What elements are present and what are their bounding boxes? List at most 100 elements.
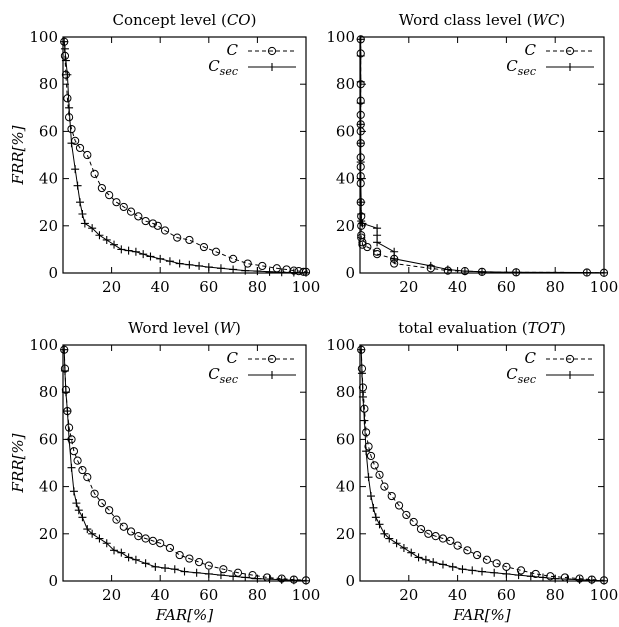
chart-panel-1: 0 20 40 60 80 100 20 40 60 80 100 Concept level (CO…: [9, 11, 320, 296]
legend-marker-c: [565, 46, 575, 56]
series-line: [63, 41, 307, 274]
data-point-circle: [263, 573, 272, 582]
data-point-plus: [131, 555, 140, 564]
chart-title-var: WC: [532, 11, 559, 29]
data-point-plus: [65, 435, 74, 444]
data-point-circle: [380, 482, 389, 491]
data-point-plus: [180, 567, 189, 576]
data-point-circle: [160, 226, 170, 235]
series-line: [63, 41, 306, 273]
legend-label-c-sec-sub: sec: [220, 373, 238, 386]
x-tick-label: 20: [102, 278, 121, 296]
legend-marker-c-sec: [268, 63, 276, 71]
data-point-circle: [482, 555, 491, 564]
data-point-circle: [560, 573, 570, 582]
data-point-circle: [153, 221, 162, 230]
data-point-circle: [375, 470, 384, 479]
y-tick-label: 100: [29, 336, 58, 354]
y-tick-label: 40: [336, 170, 355, 188]
y-tick-label: 60: [39, 122, 58, 140]
x-tick-label: 80: [546, 278, 565, 296]
legend-label-c-sec: Csec: [506, 365, 536, 386]
data-point-plus: [253, 574, 262, 583]
data-point-plus: [502, 569, 511, 578]
data-point-circle: [148, 219, 158, 228]
data-point-plus: [362, 447, 371, 456]
data-point-circle: [438, 534, 448, 543]
data-point-plus: [124, 553, 133, 562]
y-tick-label: 20: [336, 525, 355, 543]
x-tick-label: 40: [448, 586, 467, 604]
chart-title-var: W: [220, 319, 237, 337]
data-point-plus: [357, 210, 366, 218]
data-point-circle: [372, 247, 382, 256]
data-point-plus: [146, 252, 155, 261]
data-point-plus: [357, 198, 366, 207]
data-point-plus: [124, 246, 133, 255]
data-point-circle: [358, 238, 367, 247]
data-point-circle: [105, 506, 114, 515]
chart-title-end: ): [560, 319, 566, 337]
data-point-circle: [463, 546, 472, 555]
legend-label-c-sec-main: C: [506, 57, 518, 75]
data-point-plus: [60, 366, 69, 375]
data-point-circle: [229, 254, 238, 263]
x-tick-label: 60: [497, 278, 516, 296]
data-point-plus: [60, 345, 69, 354]
y-tick-label: 0: [345, 572, 355, 590]
series-c-sec: [60, 345, 310, 585]
data-point-circle: [366, 451, 376, 461]
data-point-circle: [119, 522, 128, 531]
data-point-plus: [448, 562, 457, 571]
data-point-plus: [356, 120, 365, 129]
data-point-plus: [216, 571, 225, 580]
data-point-plus: [414, 553, 423, 562]
data-point-circle: [63, 94, 72, 103]
legend-label-c-text: C: [525, 41, 537, 59]
data-point-plus: [73, 181, 82, 190]
data-point-plus: [277, 268, 286, 277]
data-point-circle: [248, 571, 257, 580]
y-tick-label: 40: [39, 170, 58, 188]
data-point-circle: [394, 501, 404, 510]
data-point-plus: [139, 250, 148, 259]
x-tick-label: 20: [102, 586, 121, 604]
data-point-plus: [102, 235, 111, 244]
data-point-circle: [141, 534, 150, 543]
data-point-plus: [63, 70, 72, 79]
y-tick-label: 100: [29, 28, 58, 46]
data-point-circle: [134, 532, 143, 541]
data-point-plus: [216, 264, 225, 273]
data-point-plus: [392, 539, 401, 548]
chart-title-var: TOT: [528, 319, 561, 337]
legend-label-c-sec: Csec: [208, 57, 238, 78]
data-point-plus: [289, 576, 298, 585]
legend-label-c: C: [525, 349, 537, 367]
y-tick-label: 60: [336, 122, 355, 140]
data-point-plus: [72, 499, 81, 508]
legend-marker-c: [267, 46, 277, 56]
data-point-circle: [73, 456, 82, 465]
data-point-plus: [110, 546, 119, 555]
chart-panel-3: 0 20 40 60 80 100 20 40 60 80 100 Word level (W) FRR…: [9, 319, 320, 624]
series-line: [360, 39, 605, 274]
x-tick-label: 20: [399, 278, 418, 296]
data-point-plus: [204, 569, 213, 578]
data-point-plus: [582, 268, 591, 277]
data-point-plus: [357, 345, 366, 354]
y-tick-label: 0: [48, 572, 58, 590]
series-c: [356, 35, 609, 277]
data-point-circle: [165, 543, 175, 553]
legend-label-c: C: [227, 41, 239, 59]
series-c: [60, 37, 311, 276]
x-tick-label: 80: [546, 586, 565, 604]
data-point-plus: [161, 564, 170, 573]
data-point-plus: [364, 473, 373, 482]
data-point-circle: [78, 465, 87, 475]
data-point-plus: [551, 574, 560, 583]
data-point-circle: [67, 124, 76, 134]
data-point-plus: [102, 539, 111, 548]
data-point-plus: [78, 210, 87, 218]
